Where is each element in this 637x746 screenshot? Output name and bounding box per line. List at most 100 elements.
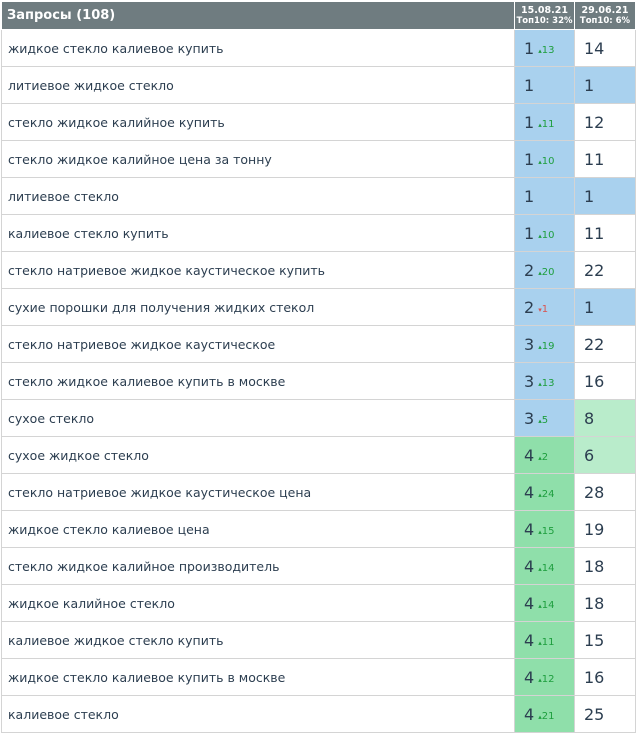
position-cell: 1	[574, 66, 636, 104]
table-row: калиевое жидкое стекло купить 4 ▴11 15	[1, 621, 636, 659]
arrow-up-icon: ▴	[538, 675, 542, 684]
change-value: 14	[541, 599, 555, 611]
position-gain: ▴2	[538, 452, 548, 463]
position-value: 1	[524, 186, 535, 206]
position-value: 4	[524, 445, 535, 465]
queries-header[interactable]: Запросы (108)	[1, 1, 515, 30]
change-value: 10	[541, 229, 555, 241]
arrow-up-icon: ▴	[538, 490, 542, 499]
position-cell: 4 ▴2	[514, 436, 575, 474]
position-cell: 18	[574, 547, 636, 585]
table-row: жидкое стекло калиевое цена 4 ▴15 19	[1, 510, 636, 548]
arrow-up-icon: ▴	[538, 527, 542, 536]
position-gain: ▴20	[538, 267, 554, 278]
table-header-row: Запросы (108) 15.08.21 Топ10: 32% 29.06.…	[1, 1, 636, 30]
position-cell: 4 ▴15	[514, 510, 575, 548]
query-cell[interactable]: калиевое жидкое стекло купить	[1, 621, 515, 659]
positions-table: Запросы (108) 15.08.21 Топ10: 32% 29.06.…	[1, 1, 636, 733]
position-cell: 1 ▴10	[514, 140, 575, 178]
position-cell: 3 ▴13	[514, 362, 575, 400]
position-cell: 8	[574, 399, 636, 437]
arrow-up-icon: ▴	[538, 268, 542, 277]
change-value: 19	[541, 340, 555, 352]
top10-label: Топ10: 32%	[516, 15, 573, 26]
position-value: 3	[524, 371, 535, 391]
query-cell[interactable]: сухое стекло	[1, 399, 515, 437]
position-cell: 1 ▴10	[514, 214, 575, 252]
date-column-header[interactable]: 15.08.21 Топ10: 32%	[514, 1, 575, 30]
table-row: стекло натриевое жидкое каустическое куп…	[1, 251, 636, 289]
arrow-up-icon: ▴	[538, 231, 542, 240]
query-cell[interactable]: стекло жидкое калийное цена за тонну	[1, 140, 515, 178]
table-row: литиевое стекло 1 1	[1, 177, 636, 215]
position-cell: 1	[514, 66, 575, 104]
position-value: 4	[524, 482, 535, 502]
position-cell: 22	[574, 251, 636, 289]
position-gain: ▴14	[538, 600, 554, 611]
position-cell: 15	[574, 621, 636, 659]
query-cell[interactable]: жидкое стекло калиевое купить в москве	[1, 658, 515, 696]
change-value: 1	[541, 303, 549, 315]
position-value: 1	[524, 223, 535, 243]
query-cell[interactable]: стекло натриевое жидкое каустическое куп…	[1, 251, 515, 289]
table-row: жидкое калийное стекло 4 ▴14 18	[1, 584, 636, 622]
query-cell[interactable]: стекло жидкое калиевое купить в москве	[1, 362, 515, 400]
position-cell: 3 ▴5	[514, 399, 575, 437]
query-cell[interactable]: сухое жидкое стекло	[1, 436, 515, 474]
position-cell: 1 ▴11	[514, 103, 575, 141]
position-cell: 14	[574, 29, 636, 67]
position-value: 1	[524, 112, 535, 132]
position-cell: 1	[514, 177, 575, 215]
position-value: 1	[524, 38, 535, 58]
position-gain: ▴14	[538, 563, 554, 574]
position-gain: ▴21	[538, 711, 554, 722]
table-row: стекло жидкое калийное производитель 4 ▴14…	[1, 547, 636, 585]
position-value: 1	[524, 149, 535, 169]
query-cell[interactable]: жидкое стекло калиевое купить	[1, 29, 515, 67]
position-cell: 22	[574, 325, 636, 363]
arrow-down-icon: ▾	[538, 305, 542, 314]
query-cell[interactable]: калиевое стекло купить	[1, 214, 515, 252]
query-cell[interactable]: жидкое калийное стекло	[1, 584, 515, 622]
position-gain: ▴11	[538, 637, 554, 648]
change-value: 20	[541, 266, 555, 278]
query-cell[interactable]: литиевое жидкое стекло	[1, 66, 515, 104]
position-value: 4	[524, 667, 535, 687]
position-gain: ▴12	[538, 674, 554, 685]
position-value: 2	[524, 260, 535, 280]
arrow-up-icon: ▴	[538, 379, 542, 388]
table-row: калиевое стекло купить 1 ▴10 11	[1, 214, 636, 252]
query-cell[interactable]: калиевое стекло	[1, 695, 515, 733]
position-cell: 11	[574, 214, 636, 252]
change-value: 12	[541, 673, 555, 685]
position-gain: ▴19	[538, 341, 554, 352]
position-cell: 19	[574, 510, 636, 548]
position-value: 4	[524, 704, 535, 724]
table-row: стекло жидкое калийное купить 1 ▴11 12	[1, 103, 636, 141]
change-value: 21	[541, 710, 555, 722]
change-value: 11	[541, 636, 555, 648]
change-value: 5	[541, 414, 549, 426]
query-cell[interactable]: стекло жидкое калийное купить	[1, 103, 515, 141]
query-cell[interactable]: стекло натриевое жидкое каустическое цен…	[1, 473, 515, 511]
query-cell[interactable]: литиевое стекло	[1, 177, 515, 215]
query-cell[interactable]: жидкое стекло калиевое цена	[1, 510, 515, 548]
arrow-up-icon: ▴	[538, 712, 542, 721]
query-cell[interactable]: стекло натриевое жидкое каустическое	[1, 325, 515, 363]
position-gain: ▴10	[538, 156, 554, 167]
position-cell: 4 ▴24	[514, 473, 575, 511]
date-column-header[interactable]: 29.06.21 Топ10: 6%	[574, 1, 636, 30]
position-cell: 4 ▴11	[514, 621, 575, 659]
position-cell: 2 ▴20	[514, 251, 575, 289]
query-cell[interactable]: сухие порошки для получения жидких стеко…	[1, 288, 515, 326]
query-cell[interactable]: стекло жидкое калийное производитель	[1, 547, 515, 585]
position-value: 4	[524, 630, 535, 650]
position-cell: 16	[574, 658, 636, 696]
position-value: 2	[524, 297, 535, 317]
position-value: 4	[524, 519, 535, 539]
position-cell: 12	[574, 103, 636, 141]
position-cell: 4 ▴14	[514, 584, 575, 622]
position-gain: ▴24	[538, 489, 554, 500]
table-row: литиевое жидкое стекло 1 1	[1, 66, 636, 104]
change-value: 10	[541, 155, 555, 167]
